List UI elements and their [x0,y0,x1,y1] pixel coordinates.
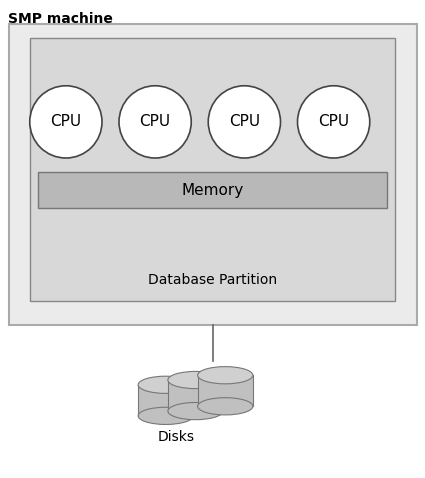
Ellipse shape [168,371,223,389]
FancyBboxPatch shape [8,24,416,325]
FancyBboxPatch shape [38,172,387,208]
Ellipse shape [30,86,102,158]
Text: CPU: CPU [318,114,349,130]
Text: SMP machine: SMP machine [8,12,113,26]
Text: Database Partition: Database Partition [148,272,277,287]
Text: CPU: CPU [139,114,171,130]
Ellipse shape [138,376,193,393]
Bar [138,385,193,416]
Text: CPU: CPU [229,114,260,130]
Text: Memory: Memory [181,183,244,197]
Ellipse shape [198,398,253,415]
Ellipse shape [138,407,193,424]
Ellipse shape [198,367,253,384]
FancyBboxPatch shape [30,38,395,301]
Ellipse shape [119,86,191,158]
Ellipse shape [208,86,280,158]
Ellipse shape [298,86,370,158]
Bar [168,380,223,411]
Text: CPU: CPU [50,114,82,130]
Ellipse shape [168,402,223,420]
Text: Disks: Disks [158,430,195,445]
Bar [198,375,253,406]
